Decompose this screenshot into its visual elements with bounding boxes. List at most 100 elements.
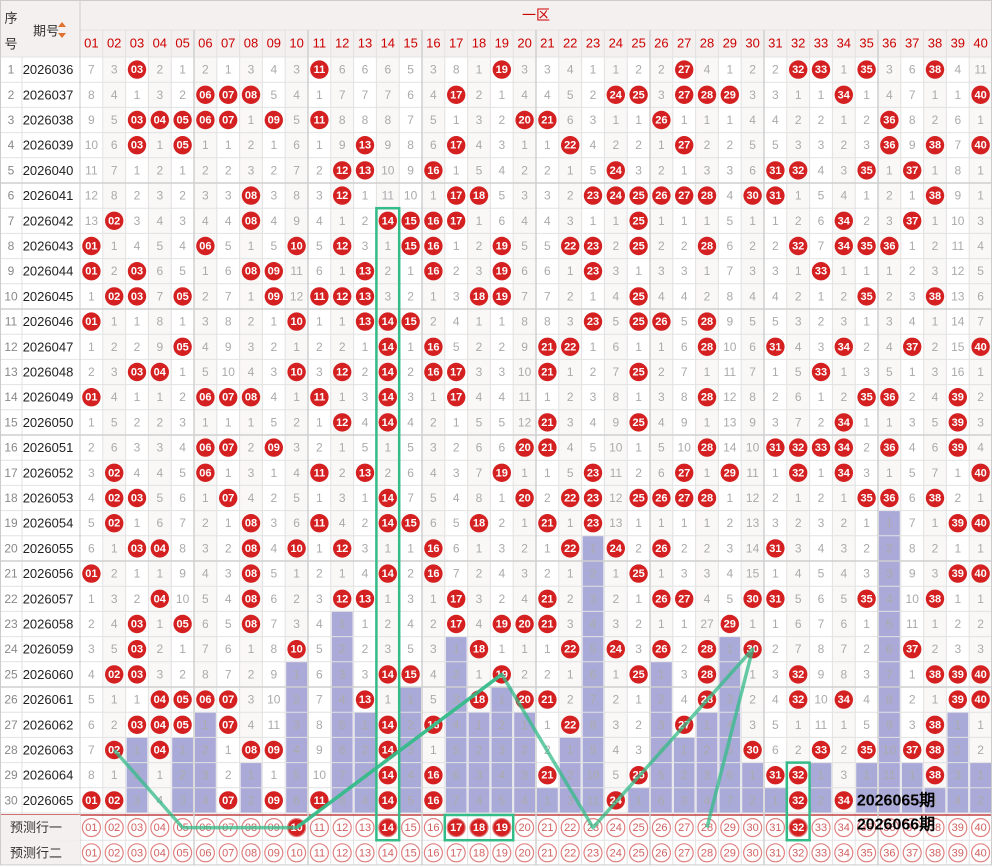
prediction-ring[interactable] xyxy=(765,843,786,863)
prediction-ring[interactable] xyxy=(674,817,694,838)
prediction-ring[interactable] xyxy=(697,843,717,863)
predicted-ball[interactable] xyxy=(446,817,466,838)
miss-count: 1 xyxy=(818,768,825,782)
miss-count: 1 xyxy=(384,541,391,555)
prediction-ring[interactable] xyxy=(423,817,443,838)
predicted-ball[interactable] xyxy=(492,817,512,838)
prediction-ring[interactable] xyxy=(401,843,421,863)
prediction-ring[interactable] xyxy=(537,843,558,863)
drawn-ball-number: 14 xyxy=(382,518,395,530)
prediction-ring[interactable] xyxy=(514,843,535,863)
prediction-ring[interactable] xyxy=(788,843,808,863)
miss-count: 1 xyxy=(658,567,665,581)
prediction-ring[interactable] xyxy=(765,817,786,838)
drawn-ball xyxy=(606,85,625,105)
prediction-ring[interactable] xyxy=(606,843,626,863)
prediction-ring[interactable] xyxy=(628,843,649,863)
prediction-ring[interactable] xyxy=(742,817,763,838)
prediction-ring[interactable] xyxy=(537,817,558,838)
prediction-ring[interactable] xyxy=(332,843,352,863)
miss-count: 5 xyxy=(225,617,232,631)
prediction-ring[interactable] xyxy=(902,843,922,863)
prediction-ring[interactable] xyxy=(651,817,672,838)
prediction-ring[interactable] xyxy=(309,817,329,838)
drawn-ball xyxy=(105,287,124,306)
prediction-ring[interactable] xyxy=(150,817,170,838)
predicted-ball[interactable] xyxy=(469,817,489,838)
drawn-ball xyxy=(652,539,671,558)
prediction-ring[interactable] xyxy=(127,843,147,863)
prediction-ring[interactable] xyxy=(446,843,466,863)
miss-count: 4 xyxy=(886,88,893,102)
prediction-ring[interactable] xyxy=(81,843,102,863)
prediction-ring[interactable] xyxy=(834,843,854,863)
prediction-ring[interactable] xyxy=(970,817,991,838)
prediction-ring[interactable] xyxy=(560,843,580,863)
miss-count: 7 xyxy=(932,466,939,480)
prediction-ring[interactable] xyxy=(879,843,900,863)
prediction-ring[interactable] xyxy=(925,817,945,838)
prediction-ring[interactable] xyxy=(332,817,352,838)
prediction-ring[interactable] xyxy=(948,843,968,863)
prediction-ring[interactable] xyxy=(492,843,512,863)
prediction-ring[interactable] xyxy=(811,817,831,838)
drawn-ball xyxy=(629,665,648,684)
prediction-ring[interactable] xyxy=(104,843,124,863)
miss-count: 4 xyxy=(612,289,619,303)
prediction-ring[interactable] xyxy=(173,843,193,863)
prediction-ring[interactable] xyxy=(423,843,443,863)
prediction-ring[interactable] xyxy=(560,817,580,838)
prediction-ring[interactable] xyxy=(879,817,900,838)
drawn-ball-number: 26 xyxy=(655,644,667,656)
miss-count: 4 xyxy=(954,793,961,807)
drawn-ball xyxy=(355,136,375,155)
miss-count: 1 xyxy=(977,718,984,732)
prediction-ring[interactable] xyxy=(355,817,375,838)
prediction-ring[interactable] xyxy=(104,817,124,838)
prediction-ring[interactable] xyxy=(401,817,421,838)
prediction-ring[interactable] xyxy=(287,843,307,863)
predicted-ball[interactable] xyxy=(788,817,808,838)
prediction-ring[interactable] xyxy=(902,817,922,838)
miss-bar-15 xyxy=(400,687,421,813)
prediction-ring[interactable] xyxy=(651,843,672,863)
prediction-ring[interactable] xyxy=(469,843,489,863)
prediction-ring[interactable] xyxy=(856,843,877,863)
prediction-ring[interactable] xyxy=(628,817,649,838)
drawn-ball xyxy=(971,463,990,482)
prediction-ring[interactable] xyxy=(834,817,854,838)
column-header-09: 09 xyxy=(267,36,281,51)
prediction-ring[interactable] xyxy=(720,817,740,838)
prediction-ring[interactable] xyxy=(856,817,877,838)
prediction-ring[interactable] xyxy=(264,843,284,863)
prediction-ring[interactable] xyxy=(720,843,740,863)
prediction-ring[interactable] xyxy=(514,817,535,838)
prediction-ring[interactable] xyxy=(811,843,831,863)
prediction-ring[interactable] xyxy=(355,843,375,863)
prediction-ring[interactable] xyxy=(378,843,398,863)
prediction-ring[interactable] xyxy=(674,843,694,863)
prediction-ring-number: 25 xyxy=(632,847,644,859)
prediction-ring[interactable] xyxy=(309,843,329,863)
prediction-ring[interactable] xyxy=(606,817,626,838)
prediction-ring-number: 04 xyxy=(154,847,166,859)
prediction-ring[interactable] xyxy=(970,843,991,863)
miss-count: 5 xyxy=(658,768,665,782)
miss-count: 1 xyxy=(840,63,847,77)
miss-count: 1 xyxy=(476,63,483,77)
miss-count: 2 xyxy=(954,743,961,757)
prediction-ring[interactable] xyxy=(195,843,215,863)
predicted-ball[interactable] xyxy=(378,817,398,838)
prediction-ring[interactable] xyxy=(127,817,147,838)
prediction-ring[interactable] xyxy=(742,843,763,863)
prediction-ring[interactable] xyxy=(583,843,603,863)
sort-icon[interactable] xyxy=(58,22,66,38)
prediction-ring[interactable] xyxy=(925,843,945,863)
drawn-ball-number: 22 xyxy=(564,493,576,505)
prediction-ring[interactable] xyxy=(150,843,170,863)
drawn-ball-number: 16 xyxy=(427,367,439,379)
prediction-ring[interactable] xyxy=(81,817,102,838)
prediction-ring[interactable] xyxy=(218,843,238,863)
prediction-ring[interactable] xyxy=(241,843,261,863)
prediction-ring[interactable] xyxy=(948,817,968,838)
